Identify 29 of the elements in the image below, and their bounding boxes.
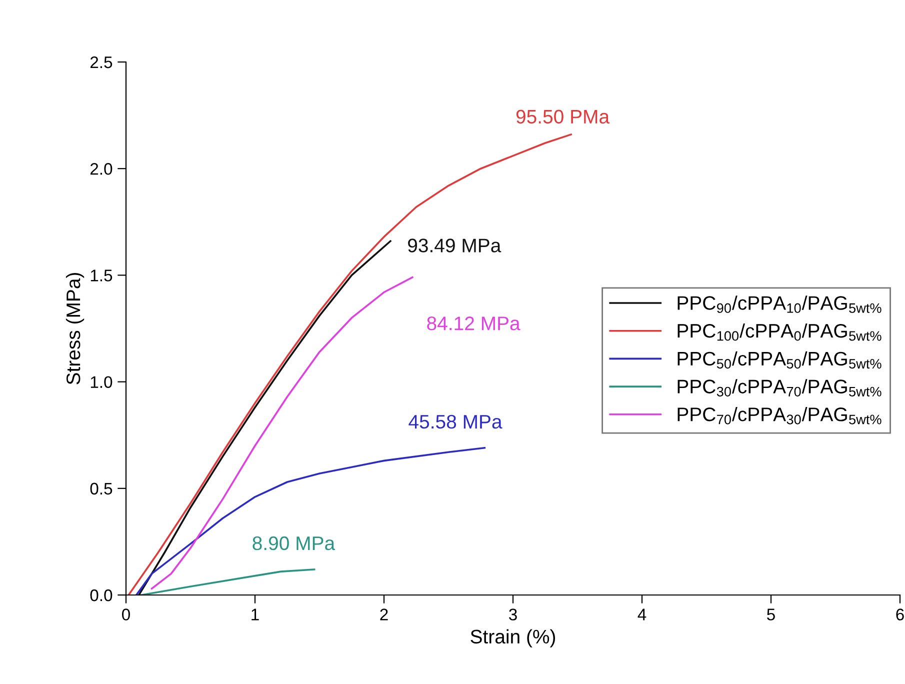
annotation: 84.12 MPa <box>427 316 520 330</box>
y-tick-label: 2.0 <box>90 163 112 175</box>
y-tick-label: 1.5 <box>90 270 112 282</box>
annotation: 93.49 MPa <box>408 238 502 252</box>
annotation: 8.90 MPa <box>252 536 336 550</box>
line-series <box>138 240 392 595</box>
x-tick-label: 0 <box>122 608 130 620</box>
legend-label: PPC$_{100}$/cPPA$_{0}$/PAG$_{5wt%}$ <box>678 323 882 341</box>
x-axis-title: Strain (%) <box>470 629 556 648</box>
annotation: 45.58 MPa <box>408 414 502 429</box>
x-tick-label: 5 <box>767 608 775 620</box>
x-tick-label: 2 <box>380 608 388 620</box>
line-series <box>135 446 486 595</box>
x-tick-label: 6 <box>896 608 904 620</box>
y-axis-title: Stress (MPa) <box>66 272 84 384</box>
legend-label: PPC$_{90}$/cPPA$_{10}$/PAG$_{5wt%}$ <box>678 296 882 313</box>
line-series <box>140 568 316 595</box>
y-tick-label: 2.5 <box>90 56 112 68</box>
y-tick-label: 0.5 <box>90 482 112 495</box>
x-tick-label: 4 <box>638 608 646 620</box>
annotation: 95.50 PMa <box>516 110 610 124</box>
legend-label: PPC$_{50}$/cPPA$_{50}$/PAG$_{5wt%}$ <box>678 351 882 369</box>
line-series <box>128 134 572 595</box>
legend-label: PPC$_{30}$/cPPA$_{70}$/PAG$_{5wt%}$ <box>678 379 882 396</box>
legend-label: PPC$_{70}$/cPPA$_{30}$/PAG$_{5wt%}$ <box>678 407 882 424</box>
x-tick-label: 3 <box>509 608 517 620</box>
x-tick-label: 1 <box>252 608 259 620</box>
y-tick-label: 0.0 <box>90 589 112 602</box>
y-tick-label: 1.0 <box>90 376 112 388</box>
